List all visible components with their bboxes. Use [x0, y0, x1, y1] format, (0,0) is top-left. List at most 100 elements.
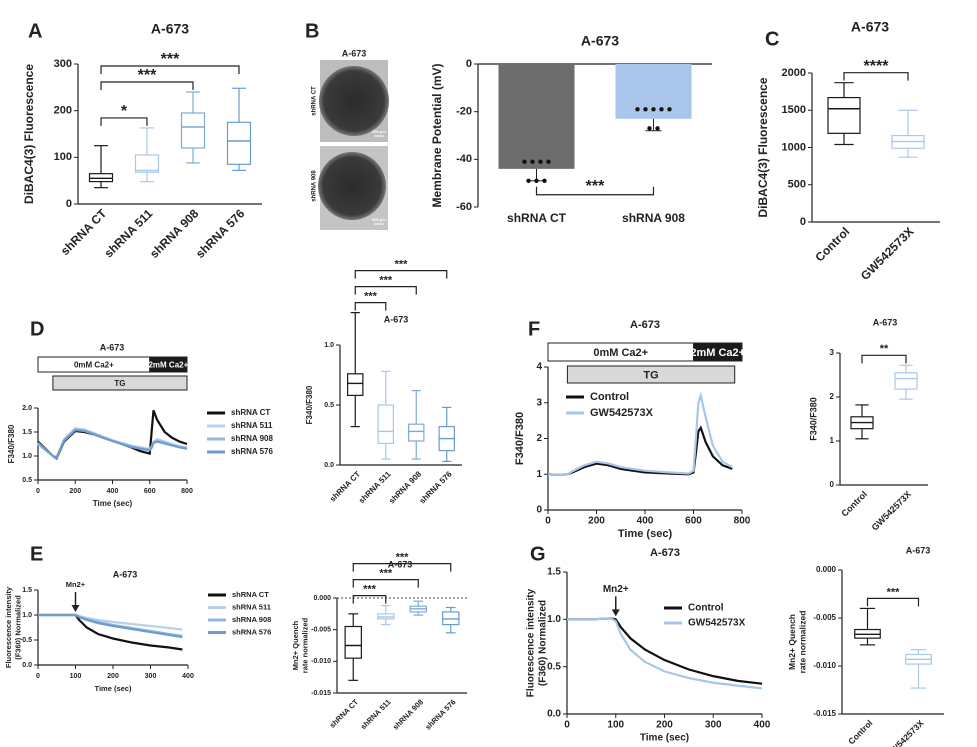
y-axis-label: Fluorescence intensity [4, 586, 13, 668]
condition-label: 0mM Ca2+ [593, 347, 648, 359]
y-tick-label: 200 [54, 105, 72, 117]
x-tick-label: 300 [705, 720, 722, 731]
y-axis-label: rate normalized [301, 617, 310, 673]
spheroid [318, 152, 386, 220]
x-tick-label: 0 [545, 516, 551, 527]
legend-label: shRNA CT [232, 590, 269, 599]
x-tick-label: 800 [734, 516, 751, 527]
data-point [526, 178, 531, 183]
x-tick-label: 400 [107, 488, 119, 495]
x-tick-label: 100 [607, 720, 624, 731]
legend-label: GW542573X [688, 618, 746, 629]
line-series [37, 428, 188, 460]
panel-letter: D [30, 318, 44, 340]
legend-label: shRNA CT [231, 408, 270, 417]
significance-bracket [352, 595, 387, 604]
significance-label: *** [363, 584, 377, 596]
x-axis-label: Time (sec) [618, 528, 673, 540]
y-tick-label: 300 [54, 58, 72, 70]
x-tick-label: 400 [637, 516, 654, 527]
significance-bracket [352, 579, 419, 588]
y-tick-label: -20 [456, 106, 472, 118]
x-tick-label: 200 [107, 673, 119, 680]
condition-bar [52, 375, 188, 391]
significance-label: *** [161, 51, 180, 68]
x-axis-label: Time (sec) [95, 684, 132, 693]
x-tick-label: GW542573X [870, 489, 914, 533]
x-axis-label: Time (sec) [640, 733, 689, 744]
condition-label: 2mM Ca2+ [690, 347, 745, 359]
data-point [546, 159, 551, 164]
condition-bar [693, 342, 743, 362]
data-point [647, 126, 652, 131]
y-tick-label: -0.010 [311, 658, 331, 665]
image-row-label: shRNA CT [312, 86, 318, 116]
y-tick-label: -40 [456, 153, 472, 165]
chart-title: A-673 [388, 559, 413, 569]
y-tick-label: 0.000 [313, 595, 331, 602]
x-tick-label: shRNA 511 [359, 697, 393, 731]
x-tick-label: shRNA 576 [193, 206, 248, 261]
box [827, 96, 861, 134]
y-tick-label: 1.0 [22, 612, 32, 619]
y-axis-label: rate normalized [798, 611, 808, 674]
data-point [659, 107, 664, 112]
significance-label: *** [379, 275, 393, 287]
y-tick-label: 0 [466, 58, 472, 70]
y-axis-label: F340/F380 [514, 412, 526, 465]
box [226, 121, 252, 165]
panel-letter: B [305, 20, 319, 42]
annotation-arrowhead [71, 605, 80, 612]
data-point [667, 107, 672, 112]
chart-title: A-673 [100, 342, 125, 352]
x-tick-label: Control [812, 224, 852, 264]
y-tick-label: 1500 [782, 104, 806, 116]
y-tick-label: 0.5 [22, 477, 32, 484]
data-point [534, 178, 539, 183]
x-tick-label: 0 [36, 673, 40, 680]
y-axis-label: DiBAC4(3) Fluorescence [22, 64, 36, 204]
chart-title: A-673 [906, 545, 931, 555]
y-tick-label: -0.015 [311, 690, 331, 697]
y-tick-label: -60 [456, 201, 472, 213]
y-tick-label: 1 [830, 436, 835, 445]
image-row-label: shRNA 908 [312, 170, 318, 202]
y-tick-label: 1.0 [22, 453, 32, 460]
data-point [655, 126, 660, 131]
line-series [547, 391, 733, 477]
legend-label: Control [590, 391, 629, 403]
condition-label: TG [114, 379, 125, 388]
significance-bracket [354, 302, 387, 311]
y-tick-label: -0.010 [813, 661, 836, 670]
x-tick-label: 600 [144, 488, 156, 495]
y-tick-label: 0 [800, 216, 806, 228]
y-axis-label: Mn2+ Quench [291, 620, 300, 670]
scale-bar-label: 500 µm [372, 129, 386, 134]
box [408, 423, 425, 442]
legend-label: shRNA 908 [232, 615, 271, 624]
line-series [38, 613, 183, 631]
microscopy-panel: A-673 shRNA CT shRNA 908 500 µm 500 µm [312, 48, 389, 230]
x-tick-label: Control [846, 718, 874, 746]
significance-bracket [352, 563, 452, 572]
y-tick-label: 0.000 [816, 565, 837, 574]
line-series [38, 613, 183, 639]
x-tick-label: 400 [754, 720, 771, 731]
image-title: A-673 [342, 48, 367, 58]
y-axis-label: F340/F380 [808, 397, 818, 441]
condition-bar [566, 365, 736, 384]
y-axis-label: Membrane Potential (mV) [430, 63, 444, 207]
y-tick-label: -0.005 [813, 613, 836, 622]
x-tick-label: 600 [685, 516, 702, 527]
chart-title: A-673 [630, 319, 660, 331]
x-tick-label: shRNA 576 [418, 469, 454, 505]
chart-title: A-673 [650, 547, 680, 559]
spheroid [319, 66, 389, 136]
legend-label: GW542573X [590, 407, 654, 419]
y-axis-label: Fluorescence intensity [526, 588, 537, 697]
y-tick-label: 2 [830, 392, 835, 401]
chart-title: A-673 [151, 21, 189, 37]
line-series [567, 617, 763, 690]
